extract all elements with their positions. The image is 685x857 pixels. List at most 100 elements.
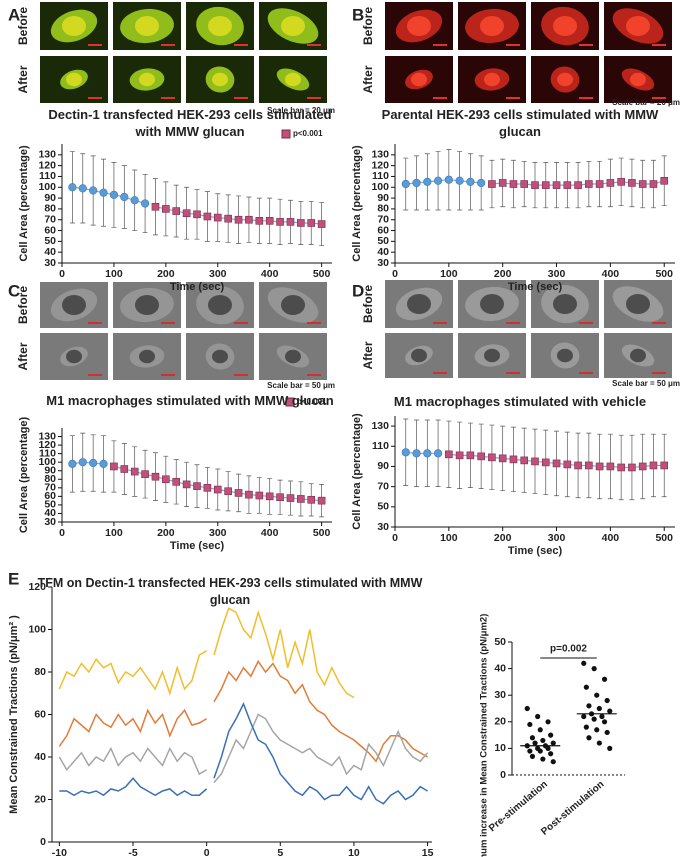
- y-tick-label: 20: [494, 716, 506, 728]
- marker: [99, 188, 108, 197]
- x-tick-label: -10: [52, 847, 67, 857]
- data-point: [601, 676, 608, 682]
- marker: [213, 213, 222, 222]
- y-tick-label: 120: [38, 439, 56, 451]
- marker: [477, 452, 485, 461]
- legend-label: p<0.001: [297, 397, 327, 406]
- marker: [182, 480, 191, 489]
- legend-marker: [281, 129, 291, 139]
- y-axis-label: Cell Area (percentage): [351, 145, 363, 262]
- y-tick-label: 40: [44, 246, 56, 258]
- marker: [89, 458, 98, 468]
- chart-title: Parental HEK-293 cells stimulated with M…: [381, 107, 659, 139]
- marker: [433, 449, 443, 458]
- marker: [531, 181, 539, 189]
- y-tick-label: 80: [44, 203, 56, 215]
- y-tick-label: 60: [44, 490, 56, 502]
- y-tick-label: 20: [34, 793, 46, 805]
- cell-core: [484, 348, 500, 363]
- marker: [68, 459, 77, 468]
- data-point: [604, 729, 610, 736]
- marker: [130, 467, 139, 476]
- y-tick-label: 0: [500, 769, 506, 781]
- series-line: [72, 461, 104, 465]
- row-label: After: [361, 341, 375, 369]
- y-tick-label: 120: [371, 159, 389, 171]
- y-tick-label: 120: [28, 581, 46, 593]
- y-tick-label: 70: [377, 480, 389, 492]
- marker: [649, 461, 658, 470]
- marker: [488, 180, 496, 188]
- x-tick-label: 100: [440, 532, 458, 544]
- x-tick-label: 10: [348, 847, 360, 857]
- marker: [234, 215, 243, 224]
- chart-title: M1 macrophages stimulated with vehicle: [393, 394, 647, 409]
- cell-core: [411, 348, 427, 363]
- x-tick-label: 500: [313, 268, 331, 280]
- scale-bar: [307, 97, 321, 99]
- y-tick-label: 30: [44, 516, 56, 528]
- data-point: [529, 735, 536, 741]
- cell-core: [135, 16, 159, 36]
- data-point: [537, 727, 543, 733]
- x-tick-label: 100: [105, 268, 123, 280]
- data-point: [581, 713, 587, 720]
- marker: [317, 220, 326, 228]
- y-tick-label: 130: [371, 149, 389, 161]
- x-tick-label: 400: [261, 268, 279, 280]
- data-point: [532, 740, 538, 746]
- chart-title: TFM on Dectin-1 transfected HEK-293 cell…: [37, 576, 423, 607]
- x-tick-label: 200: [494, 532, 512, 544]
- x-tick-label: 100: [105, 527, 123, 539]
- cell-core: [139, 72, 155, 87]
- x-tick-label: 500: [655, 268, 673, 280]
- marker: [182, 209, 191, 218]
- data-point: [537, 748, 543, 754]
- cell-core: [480, 16, 504, 36]
- marker: [444, 175, 453, 184]
- y-tick-label: 50: [377, 235, 389, 247]
- marker: [660, 461, 669, 470]
- data-point: [599, 713, 605, 720]
- marker: [203, 212, 212, 221]
- marker: [617, 178, 625, 186]
- cell-core: [212, 349, 228, 364]
- x-tick-label: 100: [440, 268, 458, 280]
- y-tick-label: 50: [494, 636, 506, 648]
- x-tick-label: 0: [59, 527, 65, 539]
- marker: [563, 181, 572, 189]
- cell-core: [630, 72, 646, 87]
- data-point: [581, 660, 587, 666]
- data-point: [548, 732, 554, 738]
- data-point: [594, 727, 600, 733]
- marker: [595, 462, 604, 471]
- x-tick-label: 500: [655, 532, 673, 544]
- marker: [423, 177, 432, 186]
- y-tick-label: 130: [38, 149, 56, 161]
- scale-bar: [161, 44, 175, 46]
- marker: [520, 456, 529, 465]
- scale-bar: [307, 374, 321, 376]
- data-point: [583, 724, 589, 730]
- marker: [110, 462, 118, 471]
- cell-core: [626, 16, 650, 36]
- data-point: [548, 751, 554, 757]
- scale-bar: [652, 44, 666, 46]
- y-tick-label: 100: [38, 456, 56, 468]
- scale-bar: [88, 322, 102, 324]
- x-tick-label: 0: [204, 847, 210, 857]
- data-point: [540, 756, 546, 762]
- marker: [109, 190, 119, 199]
- marker: [286, 494, 295, 502]
- annotation: p=0.002: [550, 644, 587, 655]
- scale-bar: [652, 372, 666, 374]
- marker: [401, 179, 410, 189]
- series-line: [59, 702, 428, 805]
- x-tick-label: Pre-stimulation: [487, 779, 550, 834]
- scale-bar: [506, 372, 520, 374]
- marker: [520, 180, 529, 188]
- data-point: [540, 737, 546, 744]
- marker: [552, 459, 561, 468]
- marker: [99, 459, 108, 468]
- row-label: Before: [16, 286, 30, 324]
